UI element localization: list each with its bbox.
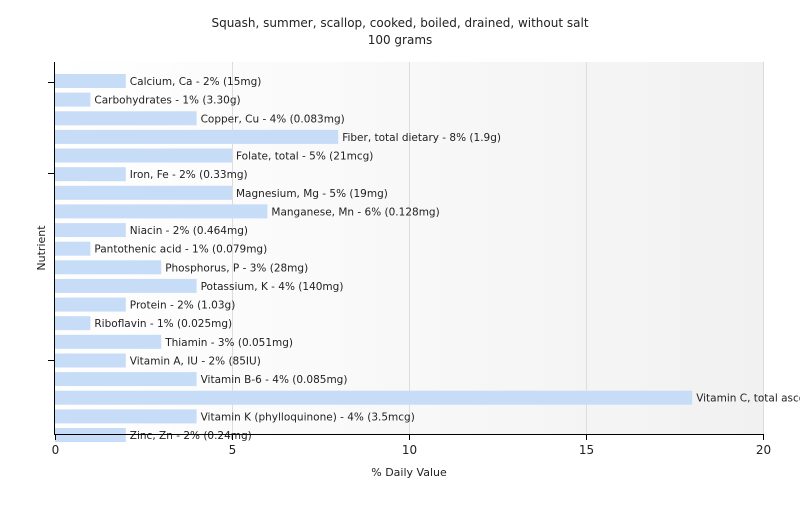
bar-label: Folate, total - 5% (21mcg) — [236, 151, 373, 163]
bar-label: Iron, Fe - 2% (0.33mg) — [130, 169, 248, 181]
bar — [55, 148, 232, 163]
bar-label: Vitamin A, IU - 2% (85IU) — [130, 356, 261, 368]
bar — [55, 204, 268, 219]
bar-label: Vitamin K (phylloquinone) - 4% (3.5mcg) — [201, 411, 415, 423]
bar — [55, 353, 126, 368]
chart-title: Squash, summer, scallop, cooked, boiled,… — [211, 16, 588, 30]
gridlines — [232, 62, 764, 434]
x-tick-label: 10 — [402, 443, 417, 457]
bar-label: Potassium, K - 4% (140mg) — [201, 281, 344, 293]
bar-label: Copper, Cu - 4% (0.083mg) — [201, 113, 345, 125]
bar — [55, 241, 91, 256]
bar-label: Pantothenic acid - 1% (0.079mg) — [94, 244, 267, 256]
bars-group: Calcium, Ca - 2% (15mg) Carbohydrates - 1… — [55, 74, 800, 442]
x-tick-label: 0 — [52, 443, 60, 457]
bar-label: Manganese, Mn - 6% (0.128mg) — [271, 206, 439, 218]
bar — [55, 111, 197, 126]
bar-label: Vitamin B-6 - 4% (0.085mg) — [201, 374, 348, 386]
y-ticks-group — [48, 82, 54, 361]
bar — [55, 74, 126, 88]
bar — [55, 167, 126, 182]
bar — [55, 372, 197, 387]
bar — [55, 390, 693, 405]
bar-label: Magnesium, Mg - 5% (19mg) — [236, 188, 388, 200]
bar-label: Thiamin - 3% (0.051mg) — [164, 337, 293, 349]
bar-label: Fiber, total dietary - 8% (1.9g) — [342, 132, 501, 144]
axes-group — [54, 62, 763, 435]
x-tick-label: 20 — [756, 443, 771, 457]
bar-label: Zinc, Zn - 2% (0.24mg) — [130, 430, 252, 442]
bar — [55, 409, 197, 424]
bar-label: Riboflavin - 1% (0.025mg) — [94, 318, 232, 330]
bar-label: Phosphorus, P - 3% (28mg) — [165, 262, 308, 274]
bar — [55, 297, 126, 312]
bar — [55, 260, 162, 275]
bar-label: Vitamin C, total ascorbic acid - 18% (10… — [696, 393, 800, 405]
bar — [55, 316, 91, 331]
bar-label: Calcium, Ca - 2% (15mg) — [130, 76, 262, 88]
bar — [55, 185, 232, 200]
bar — [55, 278, 197, 293]
bar — [55, 92, 91, 107]
bar — [55, 334, 162, 349]
bar-label: Niacin - 2% (0.464mg) — [130, 225, 248, 237]
y-axis-title: Nutrient — [35, 225, 48, 271]
x-tick-label: 5 — [229, 443, 237, 457]
bar-label: Protein - 2% (1.03g) — [130, 300, 236, 312]
x-ticks-group: 0 5 10 15 20 — [52, 434, 771, 457]
chart-subtitle: 100 grams — [368, 33, 433, 47]
bar — [55, 223, 126, 238]
x-axis-title: % Daily Value — [371, 466, 447, 479]
x-tick-label: 15 — [579, 443, 594, 457]
bar — [55, 129, 339, 144]
bar-label: Carbohydrates - 1% (3.30g) — [94, 95, 240, 107]
